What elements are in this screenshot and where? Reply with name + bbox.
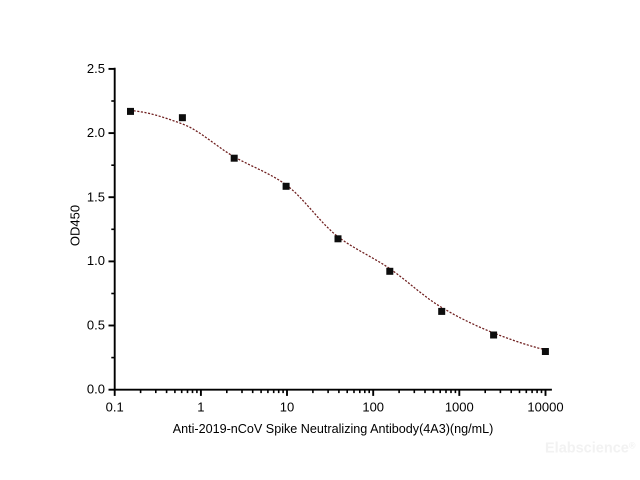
svg-text:1000: 1000	[445, 400, 474, 415]
svg-text:0.1: 0.1	[106, 400, 124, 415]
svg-text:100: 100	[362, 400, 384, 415]
svg-text:Anti-2019-nCoV Spike Neutraliz: Anti-2019-nCoV Spike Neutralizing Antibo…	[173, 422, 494, 436]
svg-text:Elabscience®: Elabscience®	[545, 441, 636, 457]
svg-text:1: 1	[197, 400, 204, 415]
svg-text:2.5: 2.5	[87, 61, 105, 76]
svg-text:OD450: OD450	[68, 205, 83, 246]
svg-text:10000: 10000	[527, 400, 563, 415]
svg-text:1.5: 1.5	[87, 189, 105, 204]
svg-text:2.0: 2.0	[87, 125, 105, 140]
svg-text:0.5: 0.5	[87, 318, 105, 333]
svg-text:0.0: 0.0	[87, 382, 105, 397]
svg-text:1.0: 1.0	[87, 253, 105, 268]
svg-text:10: 10	[280, 400, 294, 415]
